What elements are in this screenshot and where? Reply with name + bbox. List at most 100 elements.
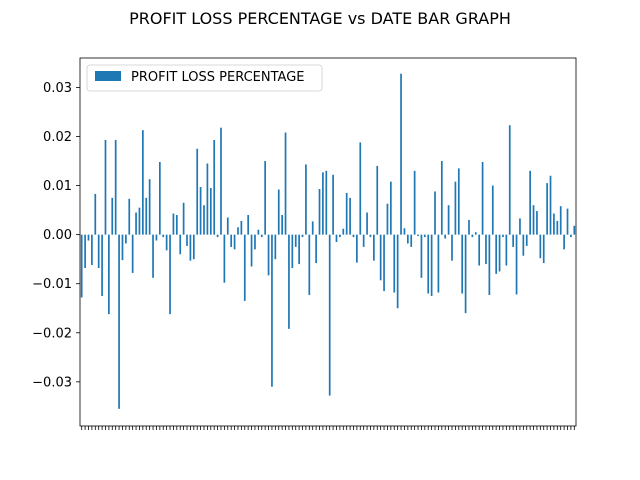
bar: [148, 179, 151, 235]
bar: [420, 234, 423, 278]
bar: [478, 234, 481, 266]
legend-box: [86, 64, 323, 92]
bar: [457, 168, 460, 235]
bar: [495, 234, 498, 274]
bar: [274, 234, 277, 260]
legend-label: PROFIT LOSS PERCENTAGE: [131, 70, 304, 85]
bar: [250, 234, 253, 267]
x-axis-ticks: [81, 426, 575, 430]
bar: [84, 234, 86, 269]
bar: [179, 234, 182, 255]
bar: [430, 234, 433, 296]
bar: [128, 198, 131, 235]
bar: [383, 234, 385, 292]
y-tick-label: −0.02: [32, 326, 72, 341]
bar: [155, 234, 158, 241]
bar: [121, 234, 124, 261]
bar: [118, 234, 120, 409]
bar: [474, 232, 477, 235]
bar: [267, 234, 270, 276]
bar: [563, 234, 565, 250]
bar: [491, 185, 494, 235]
bar: [559, 206, 562, 235]
bar: [240, 220, 243, 235]
bar: [322, 172, 324, 235]
bar: [288, 234, 290, 329]
chart-title: PROFIT LOSS PERCENTAGE vs DATE BAR GRAPH: [129, 9, 511, 28]
y-tick-label: 0.02: [43, 130, 72, 145]
bar: [142, 130, 144, 235]
bar: [417, 234, 419, 237]
bar: [226, 217, 229, 235]
bars-layer: [80, 73, 576, 409]
bar: [145, 197, 148, 235]
bar: [152, 234, 154, 278]
bar: [284, 132, 287, 235]
bar: [192, 234, 195, 260]
bar: [461, 234, 464, 294]
bar: [512, 234, 514, 247]
bar: [376, 165, 379, 235]
bar: [189, 234, 192, 261]
bar: [257, 229, 260, 235]
bar: [209, 188, 212, 235]
bar: [131, 234, 134, 273]
bar: [386, 203, 389, 235]
bar: [165, 234, 168, 251]
bar: [539, 234, 542, 259]
bar: [220, 127, 222, 235]
bar: [260, 234, 263, 238]
bar: [186, 234, 188, 246]
bar: [339, 234, 341, 238]
bar: [406, 234, 409, 244]
plot-area-frame: [79, 57, 577, 427]
bar: [359, 142, 362, 235]
bar: [247, 215, 250, 235]
bar: [332, 174, 334, 235]
legend: PROFIT LOSS PERCENTAGE: [86, 64, 323, 92]
bar: [114, 139, 117, 235]
bar: [444, 234, 447, 239]
bar: [158, 162, 161, 235]
bar: [271, 234, 273, 387]
bar: [570, 234, 572, 238]
bar: [400, 73, 402, 235]
bar: [549, 175, 552, 235]
bar: [396, 234, 399, 309]
y-tick-label: 0.01: [43, 179, 72, 194]
bar: [315, 234, 317, 264]
y-tick-label: 0.00: [43, 228, 72, 243]
bar: [468, 219, 470, 235]
bar: [536, 211, 538, 235]
bar: [318, 189, 321, 235]
bar: [182, 202, 185, 235]
bar: [519, 218, 521, 235]
bar: [423, 234, 426, 238]
y-tick-label: −0.03: [32, 375, 72, 390]
bar: [356, 234, 358, 263]
bar: [196, 148, 199, 235]
bar: [345, 192, 348, 235]
bar: [498, 234, 501, 272]
bar: [80, 234, 83, 298]
bar: [393, 234, 396, 293]
bar: [390, 181, 392, 235]
bar: [101, 234, 103, 296]
bar: [138, 207, 141, 235]
bar: [172, 213, 175, 235]
bar: [213, 139, 216, 235]
bar: [111, 197, 114, 235]
bar: [532, 205, 535, 235]
bar: [373, 234, 375, 261]
bar: [522, 234, 525, 256]
bar: [471, 234, 474, 238]
legend-swatch: [95, 71, 121, 81]
bar: [447, 205, 450, 235]
bar: [97, 234, 100, 269]
bar: [301, 234, 304, 238]
bar: [335, 234, 338, 242]
bar: [298, 234, 300, 265]
bar: [352, 234, 355, 238]
bar: [427, 234, 430, 294]
bar: [325, 170, 328, 235]
